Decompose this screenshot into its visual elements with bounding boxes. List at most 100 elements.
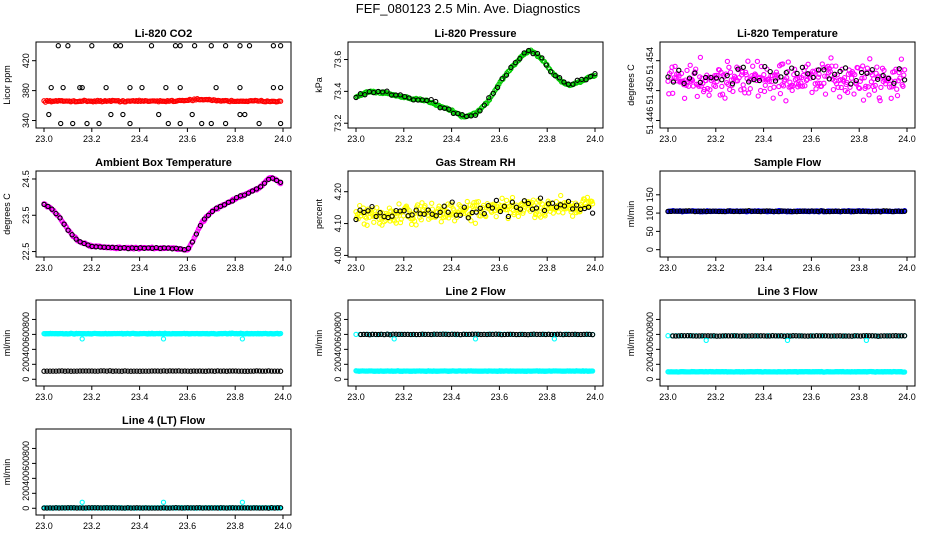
data-point — [271, 368, 278, 374]
x-tick-label: 23.6 — [179, 134, 197, 144]
data-point — [74, 505, 80, 511]
data-point — [419, 331, 426, 337]
plot-frame — [347, 170, 604, 258]
data-point — [249, 188, 256, 194]
data-point — [493, 331, 499, 337]
data-point — [58, 120, 64, 127]
data-point — [566, 331, 572, 338]
y-tick-label: 150 — [645, 187, 655, 202]
data-point — [830, 86, 837, 93]
data-point — [239, 499, 246, 505]
data-point — [683, 208, 689, 214]
data-point — [852, 333, 858, 339]
data-point — [578, 331, 584, 338]
data-point — [844, 89, 851, 96]
data-point — [800, 208, 806, 214]
x-tick-label: 23.0 — [347, 263, 365, 273]
data-point — [872, 208, 878, 215]
data-point — [825, 333, 831, 339]
data-point — [357, 207, 363, 213]
data-point — [551, 336, 558, 342]
data-point — [44, 368, 50, 374]
data-point — [822, 73, 828, 79]
x-tick-label: 24.0 — [586, 263, 604, 273]
data-point — [775, 333, 782, 339]
data-point — [740, 333, 746, 339]
data-point — [406, 95, 412, 101]
data-point — [408, 331, 414, 338]
x-tick-label: 23.8 — [850, 392, 868, 402]
data-points — [665, 54, 908, 104]
y-tick-label: 400 — [645, 342, 655, 357]
data-point — [179, 505, 185, 511]
data-point — [253, 368, 260, 374]
data-point — [762, 82, 768, 88]
data-point — [477, 205, 483, 211]
data-point — [230, 368, 236, 374]
data-point — [490, 331, 496, 338]
data-point — [717, 92, 723, 98]
data-point — [80, 505, 86, 511]
data-point — [838, 84, 844, 91]
data-point — [433, 213, 439, 219]
y-tick-label: 0 — [645, 377, 655, 382]
data-point — [752, 333, 758, 339]
data-point — [546, 200, 553, 206]
y-tick-label: 400 — [21, 342, 31, 357]
data-point — [79, 336, 85, 342]
data-point — [107, 505, 113, 511]
x-tick-label: 24.0 — [586, 392, 604, 402]
data-point — [199, 120, 205, 127]
data-point — [822, 333, 829, 339]
data-point — [466, 331, 473, 338]
data-point — [493, 197, 500, 204]
data-point — [794, 70, 800, 77]
data-point — [845, 208, 851, 214]
data-point — [89, 43, 95, 49]
data-point — [274, 368, 281, 374]
y-tick-label: 200 — [645, 357, 655, 372]
data-point — [68, 505, 74, 511]
data-point — [746, 207, 752, 214]
y-tick-label: 600 — [21, 456, 31, 471]
panel-line4: Line 4 (LT) Flow ml/min 23.0 23.2 23.4 23.6 23… — [2, 415, 292, 531]
data-point — [262, 505, 269, 511]
x-tick-label: 23.4 — [443, 263, 461, 273]
data-point — [86, 368, 92, 374]
data-point — [751, 76, 757, 83]
data-point — [560, 331, 566, 338]
data-point — [756, 77, 763, 84]
x-tick-label: 23.4 — [443, 392, 461, 402]
data-point — [197, 505, 203, 511]
data-point — [890, 333, 896, 339]
data-point — [469, 331, 475, 337]
data-point — [441, 203, 447, 209]
x-tick-label: 23.2 — [707, 263, 725, 273]
data-point — [256, 368, 263, 374]
data-point — [515, 213, 522, 220]
data-point — [869, 67, 875, 73]
data-point — [172, 43, 179, 49]
x-tick-label: 23.4 — [755, 134, 773, 144]
x-tick-label: 23.4 — [131, 134, 149, 144]
data-point — [125, 368, 131, 374]
x-tick-label: 23.4 — [443, 134, 461, 144]
data-point — [689, 208, 695, 214]
data-point — [722, 95, 728, 101]
data-points — [665, 333, 908, 375]
data-point — [692, 70, 698, 76]
data-point — [80, 368, 86, 374]
data-point — [251, 368, 257, 374]
data-point — [569, 206, 576, 212]
data-point — [437, 331, 443, 338]
data-point — [881, 333, 887, 339]
data-point — [493, 213, 499, 220]
data-point — [747, 86, 753, 92]
data-point — [577, 208, 583, 215]
data-point — [788, 208, 794, 215]
data-point — [835, 84, 841, 90]
data-point — [883, 208, 890, 214]
data-point — [866, 208, 872, 215]
data-point — [108, 111, 114, 118]
x-tick-label: 23.0 — [659, 392, 677, 402]
